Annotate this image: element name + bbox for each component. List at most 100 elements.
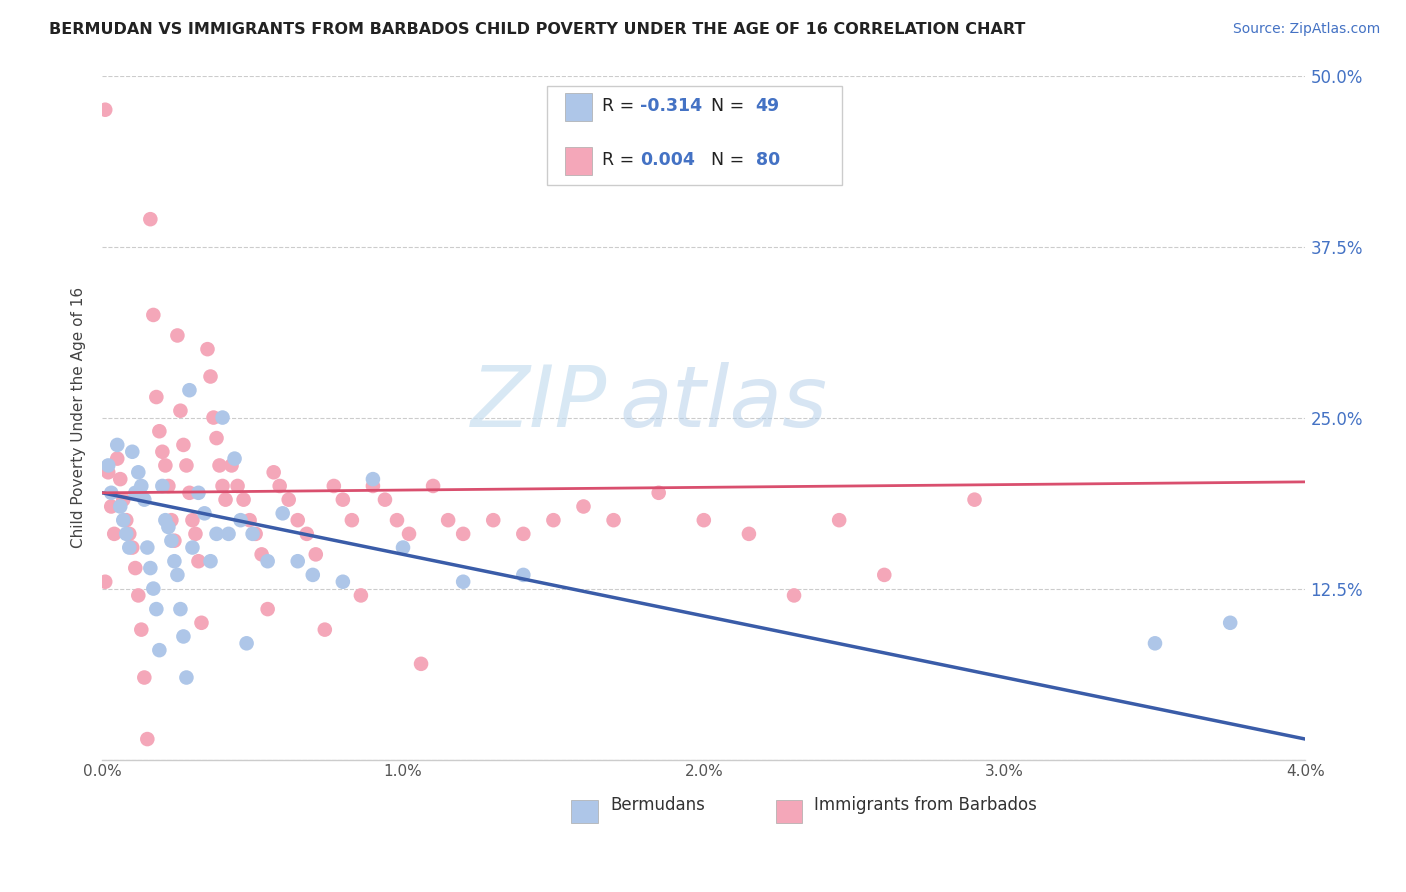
Point	[385, 513, 408, 527]
Point	[398, 526, 420, 541]
Point	[112, 492, 135, 507]
Point	[160, 533, 183, 548]
Point	[136, 541, 159, 555]
Point	[166, 328, 188, 343]
Point	[214, 492, 236, 507]
Point	[148, 424, 170, 438]
Point	[232, 492, 254, 507]
Point	[105, 451, 128, 466]
Point	[179, 485, 201, 500]
Text: atlas: atlas	[620, 362, 828, 445]
Point	[409, 657, 432, 671]
Point	[187, 554, 209, 568]
Point	[314, 623, 336, 637]
Point	[263, 465, 285, 479]
Point	[187, 485, 209, 500]
Point	[239, 513, 262, 527]
Point	[218, 526, 240, 541]
Point	[155, 458, 177, 473]
Point	[94, 103, 117, 117]
Bar	[565, 147, 592, 175]
Text: 0.004: 0.004	[640, 152, 695, 169]
Point	[242, 526, 264, 541]
Point	[205, 431, 228, 445]
Point	[512, 568, 534, 582]
Text: Immigrants from Barbados: Immigrants from Barbados	[814, 797, 1038, 814]
Point	[118, 541, 141, 555]
Point	[124, 485, 146, 500]
Text: R =: R =	[602, 152, 640, 169]
Point	[340, 513, 363, 527]
Point	[139, 561, 162, 575]
Y-axis label: Child Poverty Under the Age of 16: Child Poverty Under the Age of 16	[72, 287, 86, 548]
Point	[451, 574, 474, 589]
Point	[256, 554, 278, 568]
Point	[121, 541, 143, 555]
Point	[134, 671, 156, 685]
Text: Bermudans: Bermudans	[610, 797, 704, 814]
Point	[543, 513, 565, 527]
Point	[115, 526, 138, 541]
Point	[1143, 636, 1166, 650]
Point	[127, 465, 149, 479]
Point	[332, 492, 354, 507]
Point	[322, 479, 344, 493]
Point	[139, 212, 162, 227]
Point	[100, 485, 122, 500]
Point	[256, 602, 278, 616]
Bar	[571, 800, 598, 823]
Point	[163, 554, 186, 568]
Bar	[776, 800, 803, 823]
Point	[392, 541, 415, 555]
Point	[142, 582, 165, 596]
Text: R =: R =	[602, 97, 640, 115]
Point	[110, 472, 132, 486]
Point	[121, 444, 143, 458]
Point	[166, 568, 188, 582]
Point	[181, 541, 204, 555]
Point	[374, 492, 396, 507]
Point	[422, 479, 444, 493]
Point	[250, 548, 273, 562]
Point	[437, 513, 460, 527]
Text: 49: 49	[755, 97, 780, 115]
Point	[245, 526, 267, 541]
Text: N =: N =	[700, 152, 749, 169]
Point	[155, 513, 177, 527]
Point	[828, 513, 851, 527]
Point	[235, 636, 257, 650]
FancyBboxPatch shape	[547, 86, 842, 185]
Point	[197, 342, 219, 356]
Point	[205, 526, 228, 541]
Text: BERMUDAN VS IMMIGRANTS FROM BARBADOS CHILD POVERTY UNDER THE AGE OF 16 CORRELATI: BERMUDAN VS IMMIGRANTS FROM BARBADOS CHI…	[49, 22, 1025, 37]
Point	[127, 589, 149, 603]
Point	[134, 492, 156, 507]
Point	[451, 526, 474, 541]
Point	[157, 520, 180, 534]
Point	[179, 383, 201, 397]
Point	[115, 513, 138, 527]
Point	[301, 568, 323, 582]
Point	[738, 526, 761, 541]
Point	[172, 630, 194, 644]
Point	[229, 513, 252, 527]
Point	[208, 458, 231, 473]
Point	[184, 526, 207, 541]
Point	[202, 410, 225, 425]
Point	[200, 554, 222, 568]
Bar	[565, 94, 592, 120]
Point	[103, 526, 125, 541]
Point	[647, 485, 669, 500]
Point	[224, 451, 246, 466]
Point	[176, 671, 198, 685]
Text: -0.314: -0.314	[640, 97, 702, 115]
Point	[190, 615, 212, 630]
Point	[193, 506, 215, 520]
Point	[112, 513, 135, 527]
Point	[110, 500, 132, 514]
Point	[142, 308, 165, 322]
Text: ZIP: ZIP	[471, 362, 607, 445]
Point	[269, 479, 291, 493]
Point	[361, 479, 384, 493]
Point	[1219, 615, 1241, 630]
